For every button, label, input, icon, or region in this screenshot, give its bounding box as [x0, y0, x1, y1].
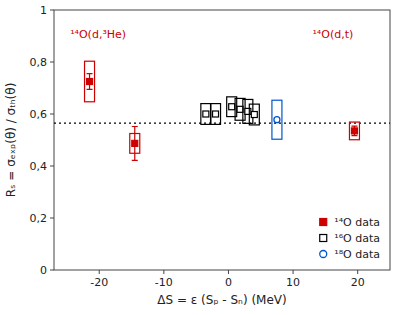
x-tick-label: 0 [225, 276, 232, 289]
point [351, 128, 357, 134]
uncertainty-box [349, 122, 359, 140]
y-axis-label: Rₛ = σₑₓₚ(θ) / σₜₕ(θ) [4, 83, 18, 198]
y-tick-label: 0,8 [30, 56, 48, 69]
y-tick-label: 0,2 [30, 212, 48, 225]
x-tick-label: -20 [90, 276, 108, 289]
y-tick [50, 166, 54, 167]
legend-marker [320, 251, 327, 258]
legend-marker [320, 235, 327, 242]
series [85, 61, 360, 160]
x-tick [357, 270, 358, 274]
x-tick [163, 270, 164, 274]
point [132, 140, 138, 146]
legend-label: ¹⁶O data [334, 232, 380, 245]
plot-area [54, 61, 390, 160]
legend-item: ¹⁴O data [320, 216, 380, 229]
reference-line [54, 122, 390, 123]
axes: -20 -10 0 10 20 0 0,2 0,4 0,6 0,8 1 [30, 4, 365, 289]
legend-item: ¹⁸O data [320, 248, 380, 261]
uncertainty-box [201, 104, 211, 125]
y-tick-label: 0 [40, 264, 47, 277]
y-tick [50, 10, 54, 11]
annotation: ¹⁴O(d,t) [312, 28, 353, 41]
point [274, 117, 280, 123]
point [87, 79, 93, 85]
point [237, 106, 243, 112]
error-bar [351, 126, 357, 135]
x-tick-label: 10 [286, 276, 300, 289]
x-tick-label: -10 [155, 276, 173, 289]
legend-label: ¹⁴O data [334, 216, 380, 229]
error-bar [87, 74, 93, 90]
point [213, 111, 219, 117]
legend-marker [320, 219, 327, 226]
uncertainty-box [249, 104, 259, 125]
x-axis-label: ΔS = ε (Sₚ - Sₙ) (MeV) [157, 293, 286, 307]
series [272, 100, 282, 139]
y-tick [50, 218, 54, 219]
y-tick-label: 0,6 [30, 108, 48, 121]
y-tick [50, 114, 54, 115]
uncertainty-box [272, 100, 282, 139]
point [203, 111, 209, 117]
y-tick [50, 270, 54, 271]
point [251, 112, 257, 118]
y-tick [50, 62, 54, 63]
x-tick [228, 270, 229, 274]
legend-label: ¹⁸O data [334, 248, 380, 261]
error-bar [132, 126, 138, 160]
y-tick-label: 0,4 [30, 160, 48, 173]
series [201, 97, 259, 125]
legend-item: ¹⁶O data [320, 232, 380, 245]
uncertainty-box [235, 98, 245, 120]
point [245, 108, 251, 114]
x-tick [293, 270, 294, 274]
uncertainty-box [211, 104, 221, 125]
legend: ¹⁴O data ¹⁶O data ¹⁸O data [320, 216, 380, 261]
x-tick [99, 270, 100, 274]
annotation: ¹⁴O(d,³He) [70, 28, 126, 41]
x-tick-label: 20 [351, 276, 365, 289]
point [229, 104, 235, 110]
y-tick-label: 1 [40, 4, 47, 17]
plot-frame [54, 10, 390, 270]
uncertainty-box [85, 61, 95, 102]
